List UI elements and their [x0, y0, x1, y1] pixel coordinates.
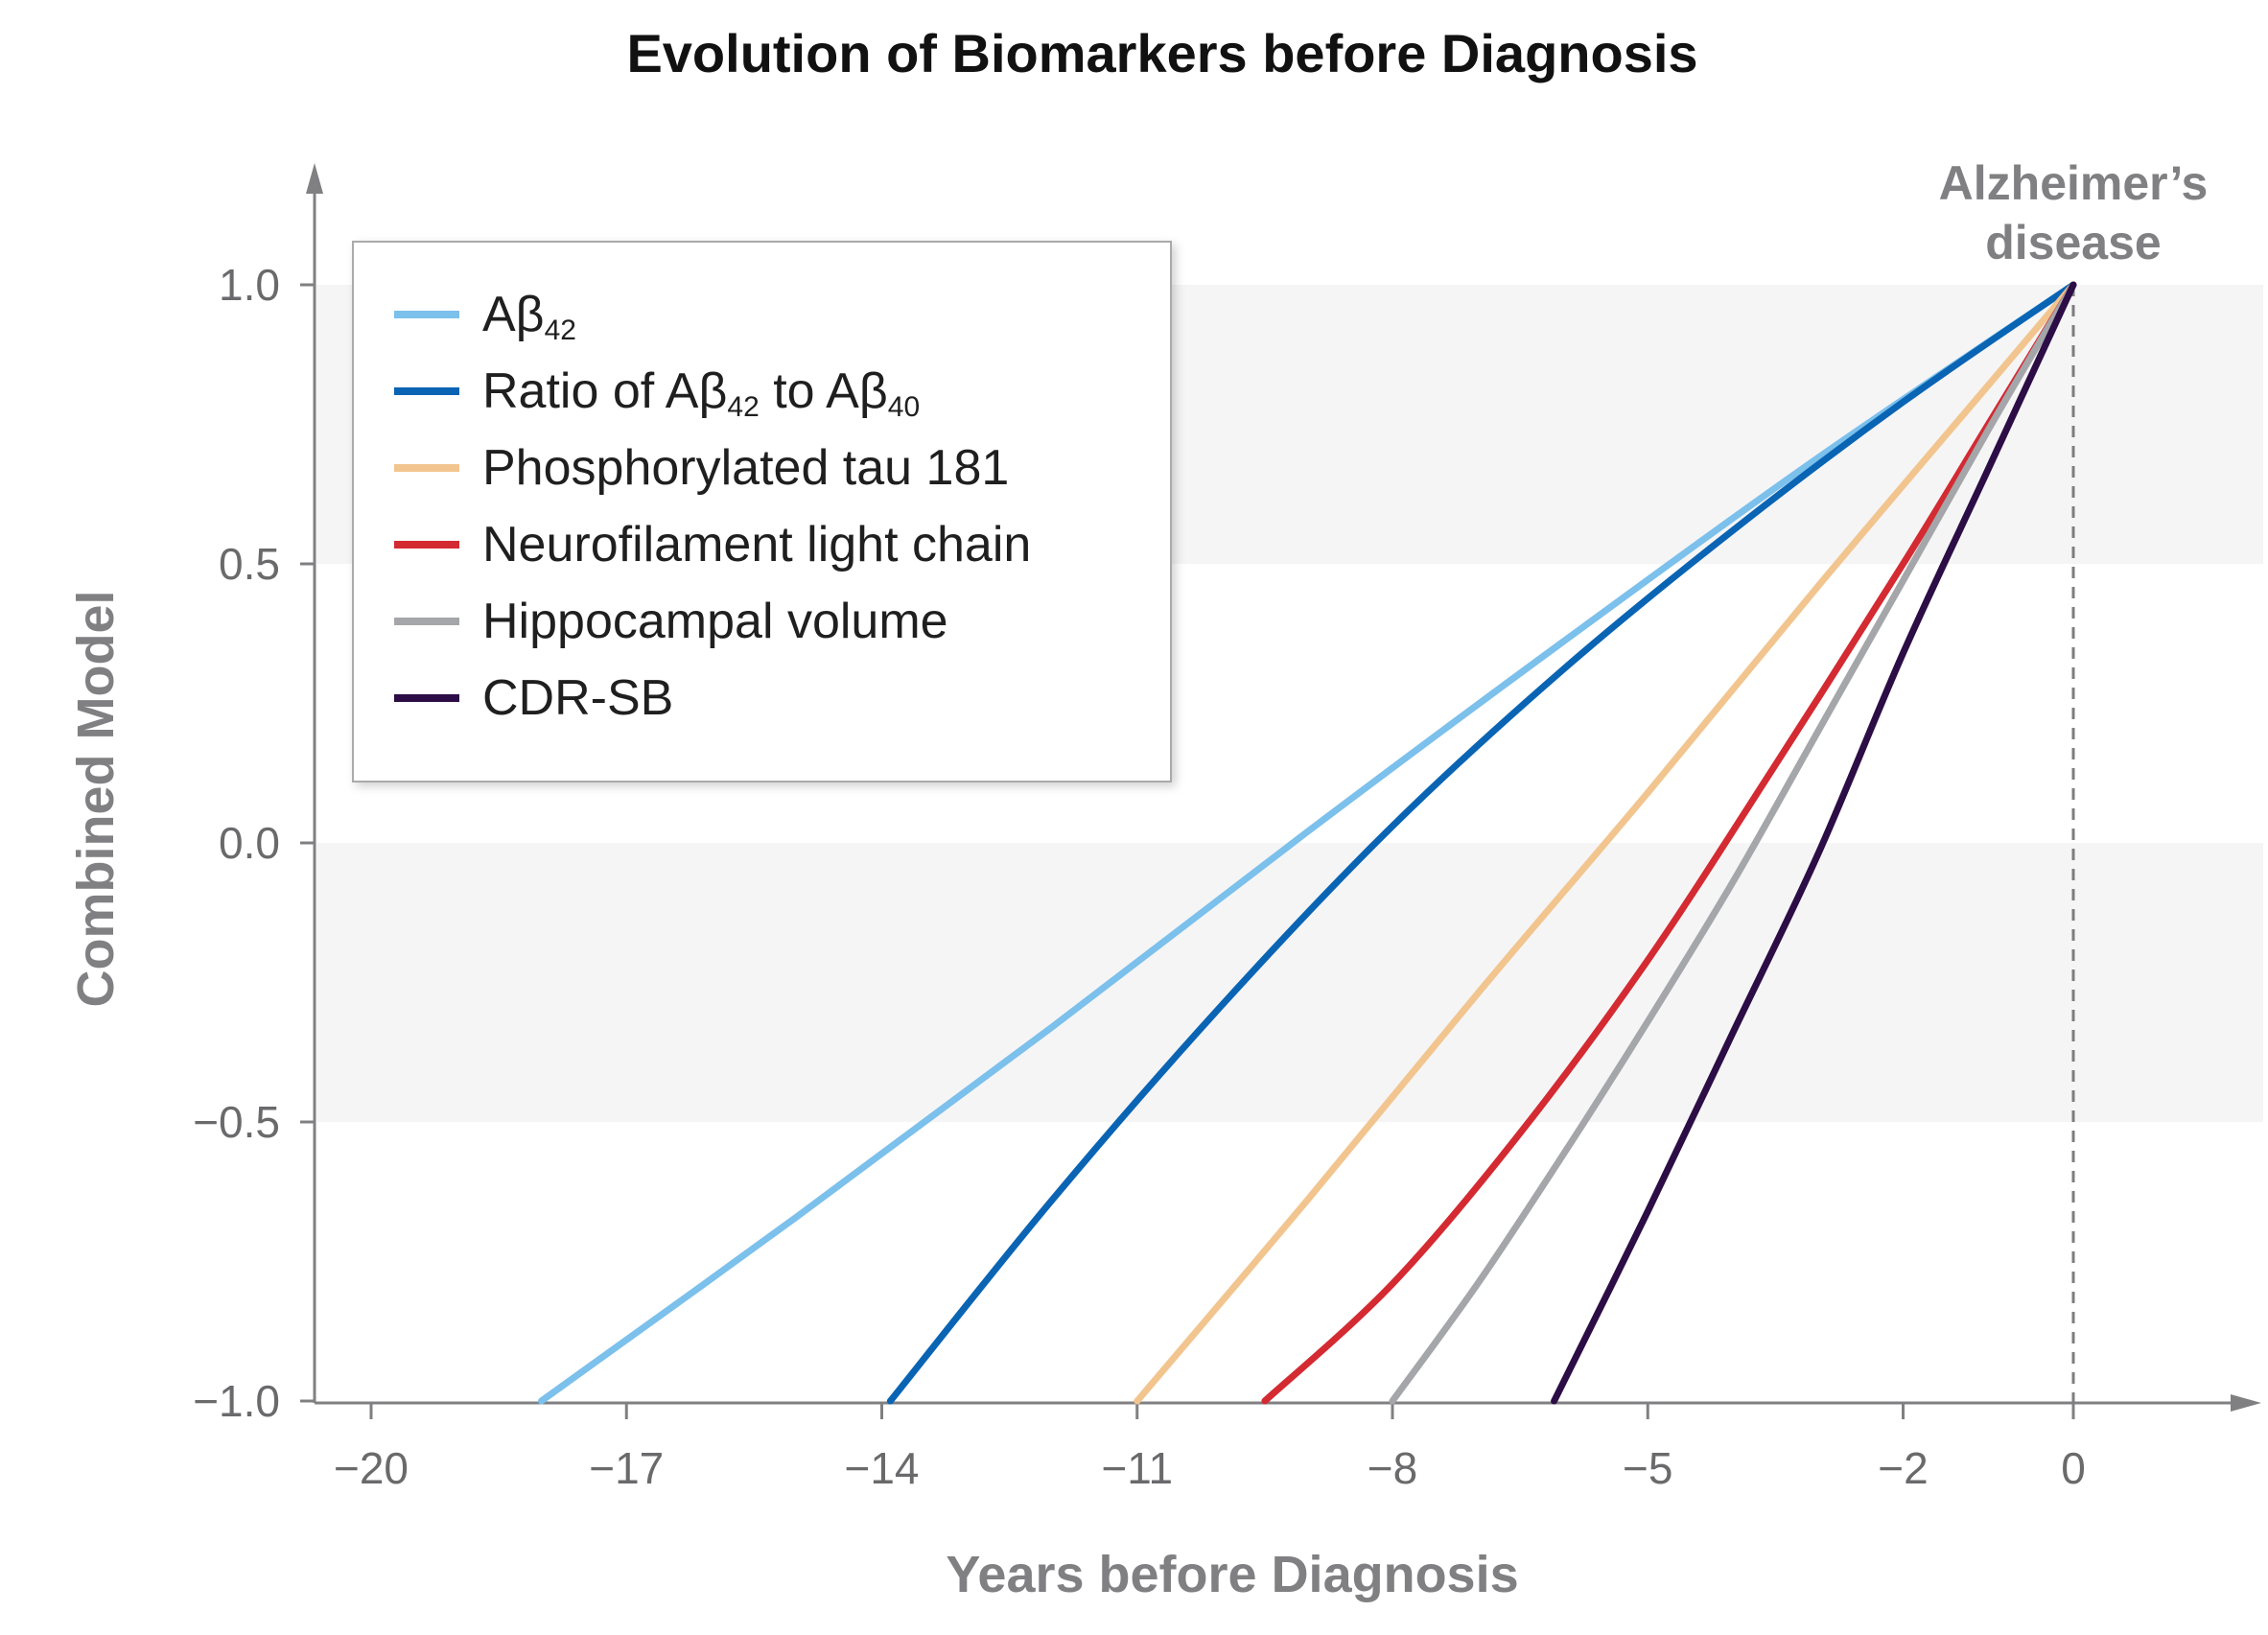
x-axis-label: Years before Diagnosis [946, 1546, 1518, 1603]
y-tick-label: 1.0 [219, 260, 280, 310]
series-line-0 [538, 281, 2077, 1405]
y-ticks: 1.0 0.5 0.0 −0.5 −1.0 [193, 260, 315, 1426]
x-tick-label: −2 [1878, 1443, 1928, 1493]
y-tick-label: −1.0 [193, 1376, 280, 1426]
series-line-1 [886, 281, 2077, 1405]
series-line-5 [1551, 281, 2077, 1405]
legend: Aβ42 Ratio of Aβ42 to Aβ40 Phosphorylated … [352, 241, 1172, 782]
series-line-3 [1261, 281, 2077, 1405]
axes [306, 163, 2261, 1412]
x-tick-label: −17 [589, 1443, 664, 1493]
x-tick-label: −11 [1101, 1443, 1173, 1493]
x-axis-arrow [2231, 1394, 2261, 1412]
legend-label-1: Ratio of Aβ42 to Aβ40 [482, 363, 920, 423]
legend-label-0: Aβ42 [482, 287, 576, 346]
series-line-4 [1389, 281, 2077, 1405]
x-ticks: −20 −17 −14 −11 −8 −5 −2 0 [334, 1403, 2086, 1493]
chart-title: Evolution of Biomarkers before Diagnosis [626, 23, 1697, 83]
x-tick-label: 0 [2061, 1443, 2086, 1493]
x-tick-label: −20 [334, 1443, 409, 1493]
legend-label-3: Neurofilament light chain [482, 517, 1031, 572]
legend-box [352, 241, 1172, 782]
series-lines [538, 281, 2077, 1405]
annotation-line-1: Alzheimer’s [1939, 156, 2209, 210]
legend-label-2: Phosphorylated tau 181 [482, 440, 1009, 496]
x-tick-label: −8 [1368, 1443, 1417, 1493]
y-axis-arrow [306, 163, 323, 194]
y-axis-label: Combined Model [67, 591, 125, 1008]
grid-band-1 [316, 843, 2263, 1122]
x-tick-label: −14 [844, 1443, 919, 1493]
annotation-line-2: disease [1985, 216, 2161, 269]
y-tick-label: 0.5 [219, 539, 280, 589]
x-tick-label: −5 [1623, 1443, 1672, 1493]
series-line-2 [1134, 281, 2077, 1405]
legend-label-4: Hippocampal volume [482, 594, 948, 649]
y-tick-label: −0.5 [193, 1097, 280, 1147]
legend-label-5: CDR-SB [482, 670, 673, 726]
y-tick-label: 0.0 [219, 818, 280, 868]
